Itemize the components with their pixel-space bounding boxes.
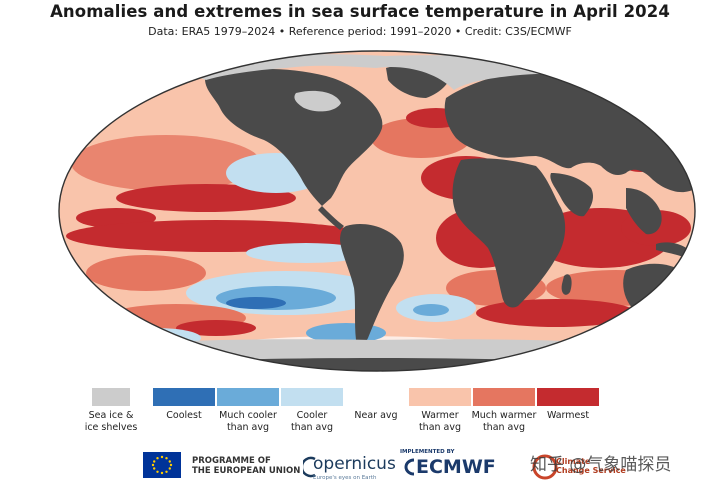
ecmwf-mark-icon — [404, 458, 415, 476]
legend-label-sea-ice: Sea ice & ice shelves — [84, 410, 138, 433]
australia — [623, 263, 692, 321]
logo-strip: PROGRAMME OF THE EUROPEAN UNION opernicus… — [0, 444, 720, 489]
legend-label-much-cooler: Much cooler than avg — [219, 410, 277, 433]
legend-swatch-sea-ice — [92, 388, 130, 406]
eu-flag-icon — [143, 452, 181, 478]
legend-swatch-warmer — [409, 388, 471, 406]
map-title: Anomalies and extremes in sea surface te… — [50, 2, 670, 21]
indonesia — [656, 242, 691, 258]
legend-swatch-much-warmer — [473, 388, 535, 406]
legend-swatch-coolest — [153, 388, 215, 406]
copernicus-logo: opernicus Europe's eyes on Earth — [303, 452, 396, 486]
watermark-text: 知乎 @气象喵探员 — [530, 455, 672, 475]
legend-swatch-much-cooler — [217, 388, 279, 406]
map-legend: Sea ice & ice shelves Coolest Much cooler… — [0, 388, 720, 436]
legend-label-cooler: Cooler than avg — [290, 410, 334, 433]
map-subtitle: Data: ERA5 1979–2024 • Reference period:… — [148, 25, 572, 38]
southeast-asia — [626, 188, 662, 235]
eu-programme-text: PROGRAMME OF THE EUROPEAN UNION — [192, 456, 301, 476]
legend-swatch-near-avg — [345, 388, 407, 406]
legend-label-warmest: Warmest — [546, 410, 590, 421]
central-america — [318, 206, 344, 230]
south-america — [340, 223, 404, 346]
legend-label-warmer: Warmer than avg — [418, 410, 462, 433]
arabia-india — [550, 173, 594, 217]
legend-swatch-cooler — [281, 388, 343, 406]
copernicus-c-icon — [303, 456, 316, 478]
ecmwf-wordmark: ECMWF — [416, 456, 496, 478]
legend-swatch-warmest — [537, 388, 599, 406]
world-map — [58, 50, 696, 372]
copernicus-tagline: Europe's eyes on Earth — [313, 475, 377, 481]
copernicus-wordmark: opernicus — [313, 454, 396, 474]
africa — [452, 158, 566, 308]
c3s-circle-icon — [532, 454, 558, 480]
c3s-logo — [524, 450, 619, 484]
c3s-text: Climate Change Service — [556, 457, 626, 475]
madagascar — [561, 274, 572, 295]
ecmwf-implemented-text: IMPLEMENTED BY — [400, 449, 455, 455]
legend-label-much-warmer: Much warmer than avg — [471, 410, 537, 433]
legend-label-near-avg: Near avg — [354, 410, 398, 421]
legend-label-coolest: Coolest — [166, 410, 202, 421]
hudson-ice — [294, 90, 341, 112]
